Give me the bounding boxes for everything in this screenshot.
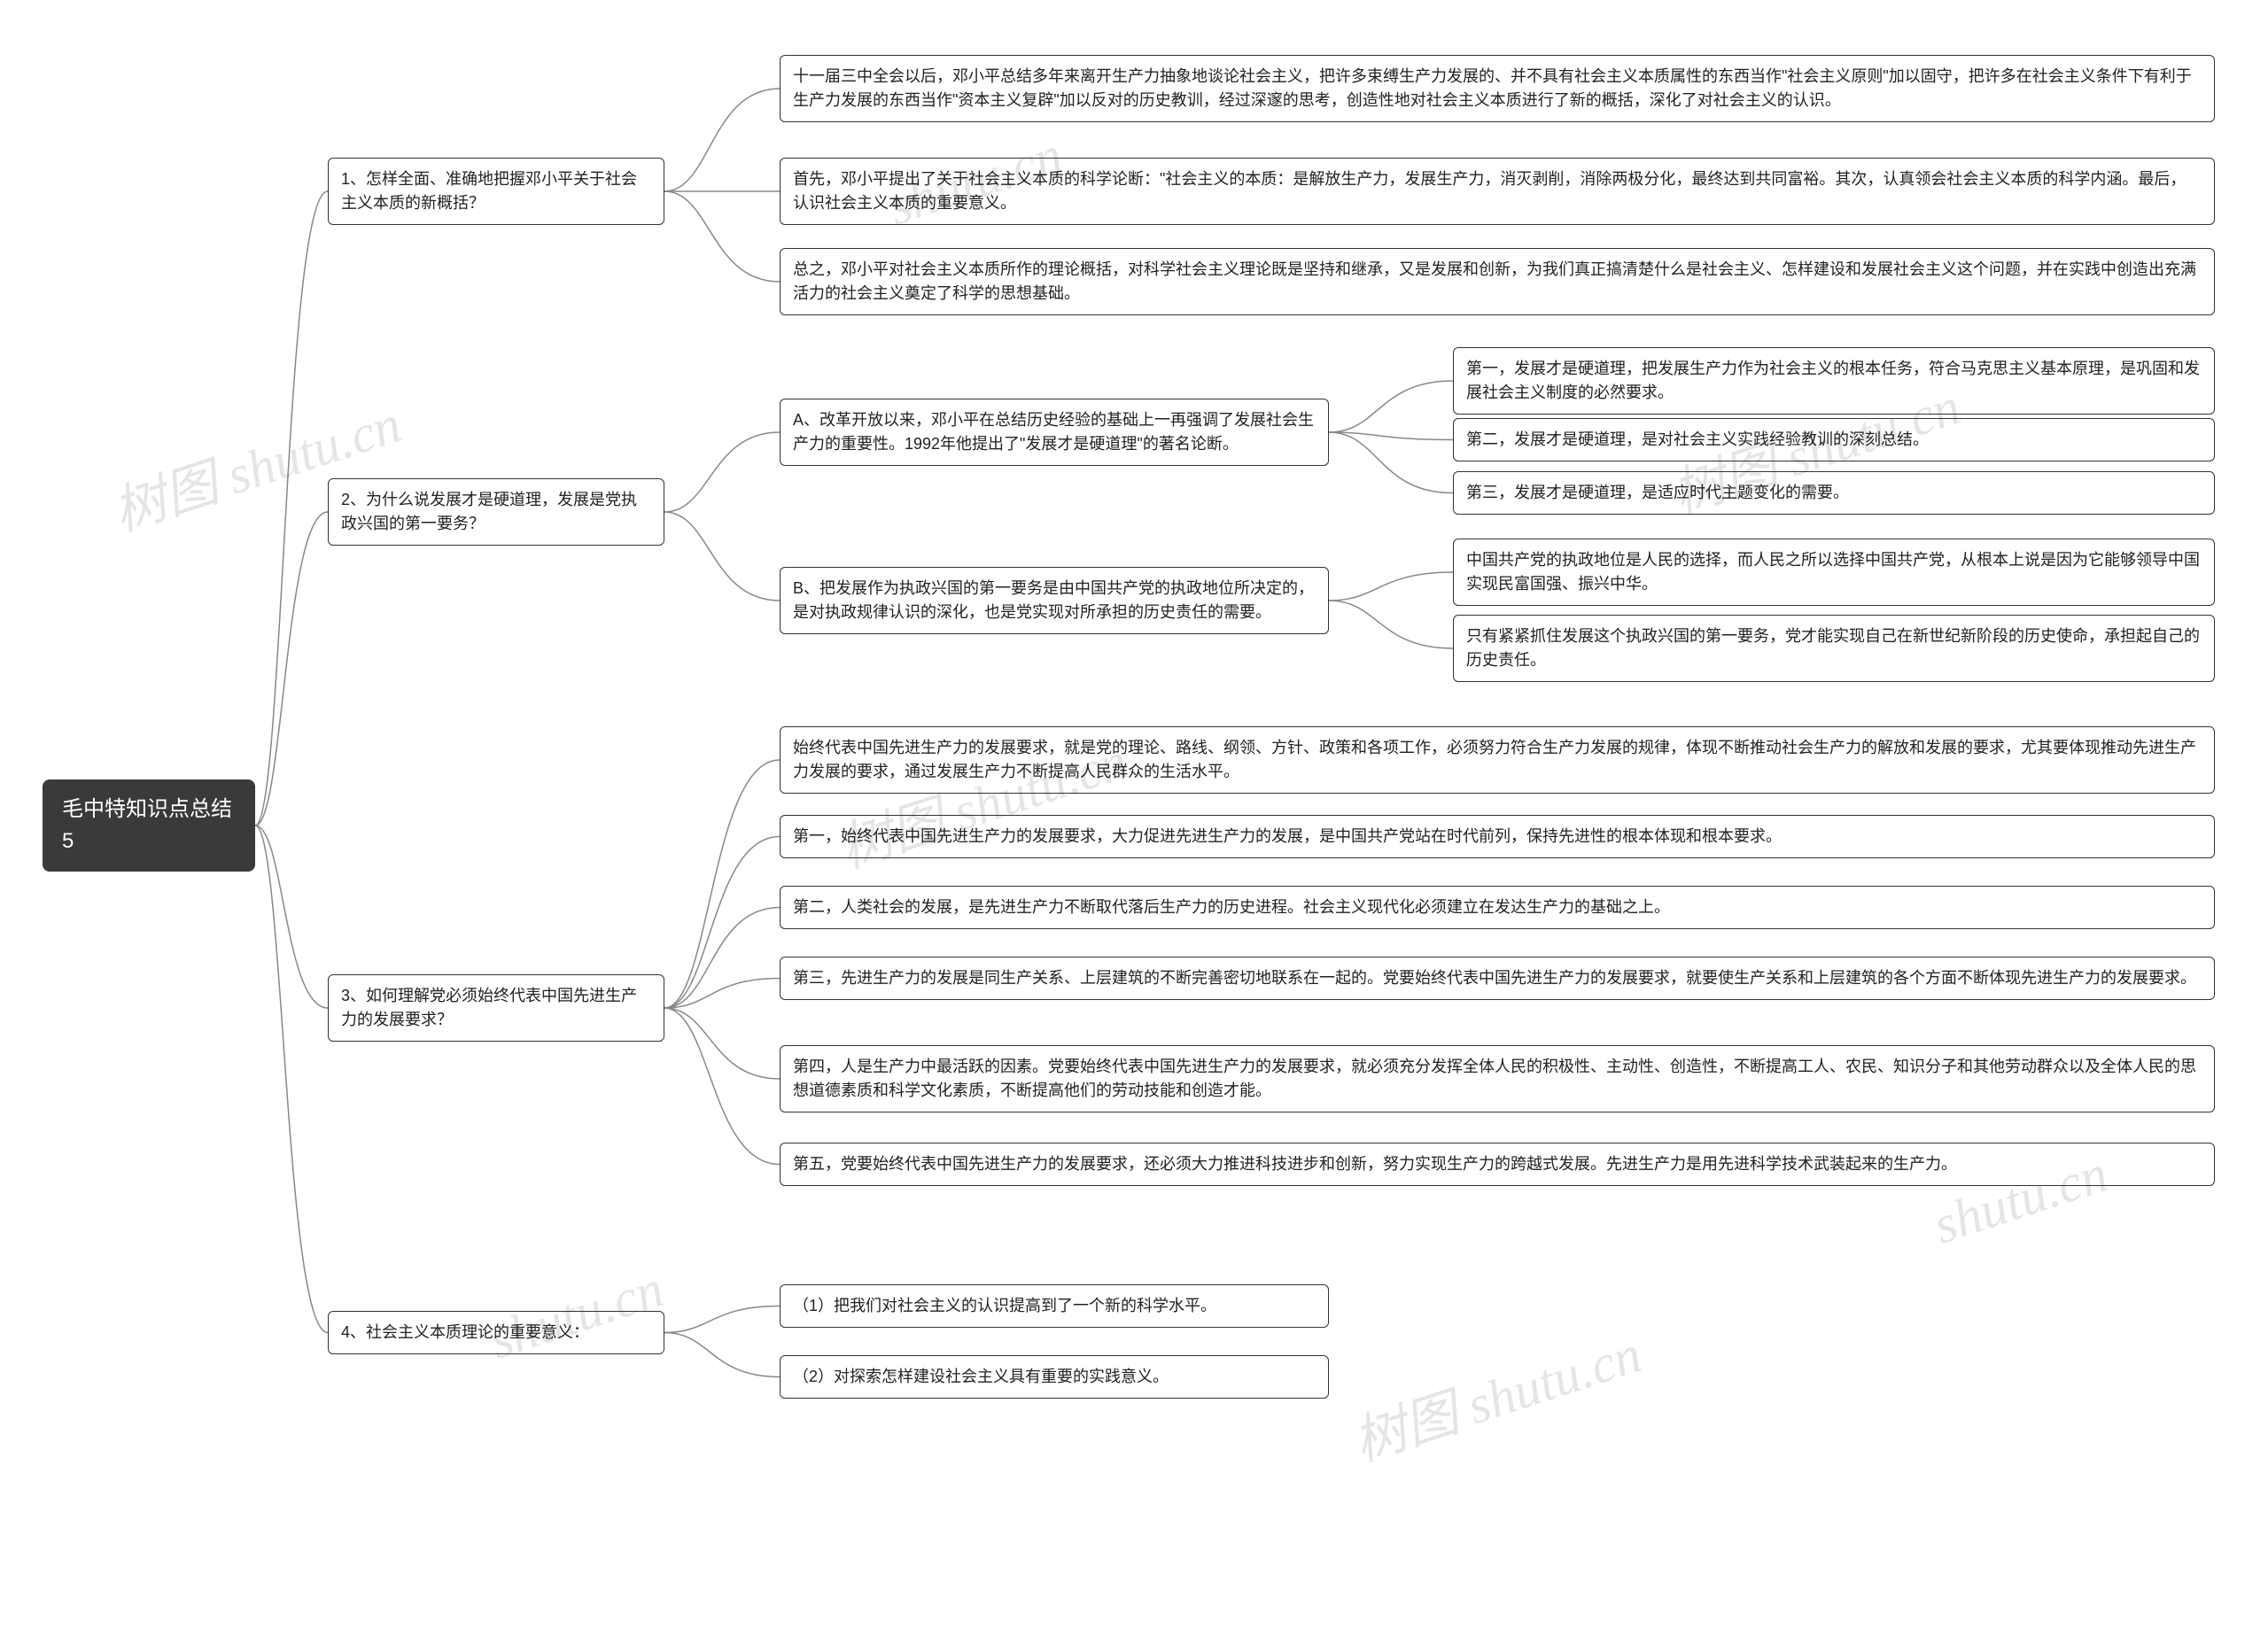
node-b2a2: 第二，发展才是硬道理，是对社会主义实践经验教训的深刻总结。 xyxy=(1453,418,2215,461)
node-b3c3: 第二，人类社会的发展，是先进生产力不断取代落后生产力的历史进程。社会主义现代化必… xyxy=(780,886,2215,929)
root-node: 毛中特知识点总结5 xyxy=(43,779,255,872)
mindmap-canvas: 毛中特知识点总结5 1、怎样全面、准确地把握邓小平关于社会主义本质的新概括？ 十一届… xyxy=(0,0,2268,1628)
node-b1c2: 首先，邓小平提出了关于社会主义本质的科学论断："社会主义的本质：是解放生产力，发… xyxy=(780,158,2215,225)
branch-b4: 4、社会主义本质理论的重要意义： xyxy=(328,1311,664,1354)
branch-b2: 2、为什么说发展才是硬道理，发展是党执政兴国的第一要务？ xyxy=(328,478,664,546)
branch-b1: 1、怎样全面、准确地把握邓小平关于社会主义本质的新概括？ xyxy=(328,158,664,225)
branch-b3: 3、如何理解党必须始终代表中国先进生产力的发展要求？ xyxy=(328,974,664,1042)
node-b3c6: 第五，党要始终代表中国先进生产力的发展要求，还必须大力推进科技进步和创新，努力实… xyxy=(780,1143,2215,1186)
node-b2b1: 中国共产党的执政地位是人民的选择，而人民之所以选择中国共产党，从根本上说是因为它… xyxy=(1453,539,2215,606)
watermark: 树图 shutu.cn xyxy=(1342,1311,1650,1477)
node-b1c1: 十一届三中全会以后，邓小平总结多年来离开生产力抽象地谈论社会主义，把许多束缚生产… xyxy=(780,55,2215,122)
node-b2a3: 第三，发展才是硬道理，是适应时代主题变化的需要。 xyxy=(1453,471,2215,515)
node-b2a: A、改革开放以来，邓小平在总结历史经验的基础上一再强调了发展社会生产力的重要性。… xyxy=(780,399,1329,466)
node-b1c3: 总之，邓小平对社会主义本质所作的理论概括，对科学社会主义理论既是坚持和继承，又是… xyxy=(780,248,2215,315)
node-b3c2: 第一，始终代表中国先进生产力的发展要求，大力促进先进生产力的发展，是中国共产党站… xyxy=(780,815,2215,858)
node-b2b: B、把发展作为执政兴国的第一要务是由中国共产党的执政地位所决定的，是对执政规律认… xyxy=(780,567,1329,634)
node-b3c1: 始终代表中国先进生产力的发展要求，就是党的理论、路线、纲领、方针、政策和各项工作… xyxy=(780,726,2215,794)
node-b2b2: 只有紧紧抓住发展这个执政兴国的第一要务，党才能实现自己在新世纪新阶段的历史使命，… xyxy=(1453,615,2215,682)
node-b4c2: （2）对探索怎样建设社会主义具有重要的实践意义。 xyxy=(780,1355,1329,1399)
node-b2a1: 第一，发展才是硬道理，把发展生产力作为社会主义的根本任务，符合马克思主义基本原理… xyxy=(1453,347,2215,415)
node-b3c4: 第三，先进生产力的发展是同生产关系、上层建筑的不断完善密切地联系在一起的。党要始… xyxy=(780,957,2215,1000)
node-b3c5: 第四，人是生产力中最活跃的因素。党要始终代表中国先进生产力的发展要求，就必须充分… xyxy=(780,1045,2215,1112)
node-b4c1: （1）把我们对社会主义的认识提高到了一个新的科学水平。 xyxy=(780,1284,1329,1328)
